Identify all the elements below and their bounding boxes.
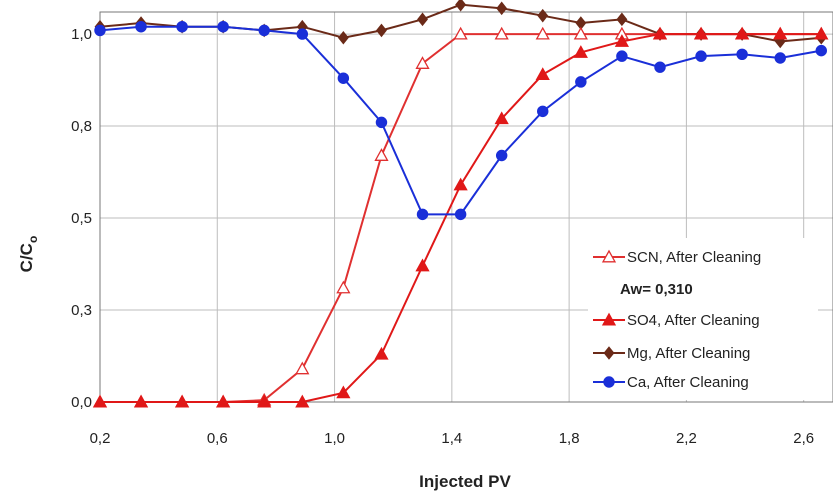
- x-tick-label: 1,8: [559, 430, 580, 447]
- legend-background: [588, 238, 818, 400]
- data-point: [374, 148, 389, 161]
- series-mg: [94, 0, 827, 49]
- y-tick-label: 0,0: [71, 394, 92, 411]
- x-tick-label: 2,2: [676, 430, 697, 447]
- data-point: [736, 48, 748, 61]
- y-tick-label: 0,5: [71, 210, 92, 227]
- data-point: [735, 26, 750, 40]
- data-point: [535, 26, 550, 40]
- legend-note: Aw= 0,310: [620, 281, 693, 298]
- legend-label: Mg, After Cleaning: [627, 345, 750, 362]
- data-point: [336, 280, 351, 294]
- data-point: [616, 50, 628, 62]
- y-tick-label: 0,8: [71, 118, 92, 135]
- data-point: [537, 8, 549, 23]
- legend-swatch-marker: [601, 312, 617, 326]
- data-point: [773, 26, 788, 40]
- data-point: [453, 26, 468, 40]
- data-point: [295, 394, 310, 408]
- legend-item: Mg, After Cleaning: [593, 345, 750, 362]
- data-point: [417, 12, 428, 27]
- x-tick-label: 1,4: [441, 430, 462, 447]
- legend-swatch-marker: [601, 249, 617, 263]
- data-point: [94, 24, 106, 37]
- data-point: [295, 361, 310, 375]
- data-point: [374, 346, 389, 360]
- x-tick-label: 1,0: [324, 430, 345, 447]
- data-point: [814, 26, 829, 40]
- data-point: [455, 0, 467, 12]
- data-point: [453, 177, 468, 191]
- data-point: [176, 20, 188, 33]
- y-axis-title: C/Co: [17, 236, 40, 273]
- y-axis-title-subscript: o: [26, 236, 40, 243]
- series-layer: [92, 0, 829, 408]
- x-tick-label: 0,6: [207, 430, 228, 447]
- legend-label: SCN, After Cleaning: [627, 249, 761, 266]
- data-point: [616, 12, 628, 27]
- legend-label: Ca, After Cleaning: [627, 374, 749, 391]
- data-point: [216, 394, 231, 408]
- series-ca: [94, 20, 827, 221]
- data-point: [454, 208, 467, 221]
- legend-label: SO4, After Cleaning: [627, 312, 760, 329]
- data-point: [133, 394, 149, 408]
- data-point: [416, 208, 429, 221]
- data-point: [815, 44, 827, 57]
- y-tick-label: 1,0: [71, 26, 92, 43]
- data-point: [375, 116, 388, 129]
- y-tick-label: 0,3: [71, 302, 92, 319]
- data-point: [693, 26, 709, 40]
- data-point: [92, 394, 108, 408]
- series-so4: [92, 26, 829, 408]
- x-tick-label: 0,2: [90, 430, 111, 447]
- data-point: [496, 1, 508, 16]
- data-point: [258, 24, 270, 37]
- x-tick-labels: 0,2 0,6 1,0 1,4 1,8 2,2 2,6: [90, 430, 815, 447]
- data-point: [774, 52, 786, 64]
- data-point: [535, 67, 550, 80]
- data-point: [537, 105, 549, 118]
- y-axis-title-main: C/C: [17, 243, 36, 272]
- data-point: [652, 26, 668, 40]
- plot-frame: [99, 11, 833, 403]
- data-point: [174, 394, 190, 408]
- x-axis-title: Injected PV: [419, 472, 511, 491]
- legend-item: SCN, After Cleaning: [593, 249, 761, 266]
- legend-swatch-marker: [603, 346, 615, 360]
- data-point: [494, 26, 509, 40]
- data-point: [695, 50, 707, 62]
- data-point: [614, 34, 630, 47]
- legend-item: SO4, After Cleaning: [593, 312, 760, 329]
- legend-item: Ca, After Cleaning: [593, 374, 749, 391]
- data-point: [257, 394, 272, 408]
- data-point: [415, 56, 430, 69]
- data-point: [575, 76, 587, 88]
- data-point: [415, 258, 430, 272]
- legend: Aw= 0,310 SCN, After Cleaning SO4, After …: [588, 238, 818, 400]
- data-point: [296, 28, 309, 40]
- data-point: [337, 72, 350, 84]
- data-point: [337, 30, 349, 45]
- data-point: [376, 23, 387, 38]
- x-tick-label: 2,6: [793, 430, 814, 447]
- y-tick-labels: 0,0 0,3 0,5 0,8 1,0: [71, 26, 92, 411]
- data-point: [217, 20, 229, 33]
- legend-swatch-marker: [603, 376, 615, 388]
- data-point: [336, 385, 351, 399]
- data-point: [573, 45, 588, 58]
- data-point: [494, 111, 509, 125]
- data-point: [495, 149, 508, 162]
- data-point: [654, 61, 666, 73]
- data-point: [135, 20, 147, 33]
- data-point: [573, 26, 588, 40]
